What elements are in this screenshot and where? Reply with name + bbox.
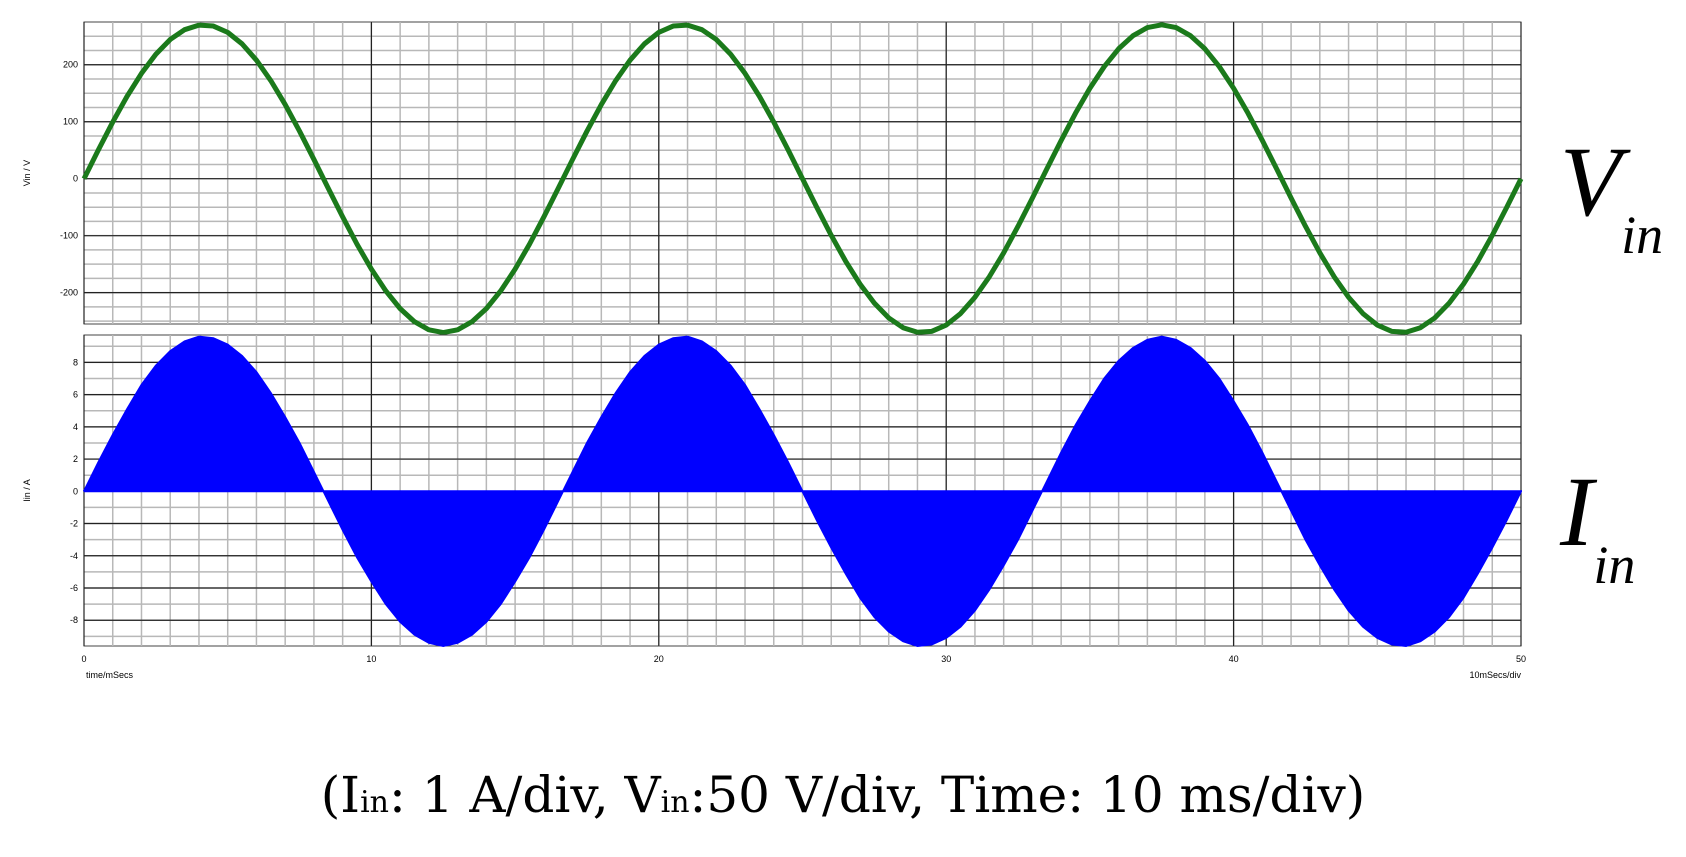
x-tick-label: 40 (1229, 654, 1239, 664)
y-tick-label: -2 (70, 519, 78, 529)
x-tick-label: 20 (654, 654, 664, 664)
x-axis-title: time/mSecs (86, 670, 134, 680)
y-axis-title: Vin / V (22, 160, 32, 186)
panel: -200 -100 0 100 200 Vin / V Vin (22, 21, 1663, 336)
caption-sub: in (360, 785, 389, 820)
y-tick-label: -6 (70, 583, 78, 593)
voltage-line (81, 22, 1524, 336)
caption: (Iin: 1 A/div, Vin:50 V/div, Time: 10 ms… (321, 766, 1365, 824)
y-tick-label: -100 (60, 231, 78, 241)
trace-label-main: I (1559, 456, 1598, 567)
x-tick-label: 30 (941, 654, 951, 664)
x-scale-note: 10mSecs/div (1469, 670, 1521, 680)
x-tick-label: 0 (81, 654, 86, 664)
y-tick-label: 4 (73, 422, 78, 432)
y-tick-label: 6 (73, 390, 78, 400)
y-tick-label: 2 (73, 454, 78, 464)
y-tick-label: 8 (73, 357, 78, 367)
trace-label: Vin (1560, 126, 1663, 265)
current-area (83, 335, 1522, 648)
y-axis-title: Iin / A (22, 479, 32, 502)
y-tick-label: -200 (60, 288, 78, 298)
trace-label-main: V (1560, 126, 1631, 237)
trace-label-sub: in (1593, 535, 1635, 595)
y-tick-label: 200 (63, 60, 78, 70)
y-tick-label: 100 (63, 117, 78, 127)
x-tick-label: 50 (1516, 654, 1526, 664)
caption-part: :50 V/div, Time: 10 ms/div) (690, 766, 1366, 824)
panel: 0 10 20 30 40 50 -8 -6 -4 -2 0 2 4 6 8 Iin / A time/mSec… (22, 334, 1635, 680)
y-tick-label: 0 (73, 486, 78, 496)
trace-label-sub: in (1621, 205, 1663, 265)
y-tick-label: -4 (70, 551, 78, 561)
caption-part: : 1 A/div, V (389, 766, 661, 824)
y-tick-label: -8 (70, 615, 78, 625)
caption-part: (I (321, 766, 360, 824)
caption-sub: in (661, 785, 690, 820)
x-tick-label: 10 (366, 654, 376, 664)
trace-label: Iin (1559, 456, 1635, 595)
y-tick-label: 0 (73, 174, 78, 184)
